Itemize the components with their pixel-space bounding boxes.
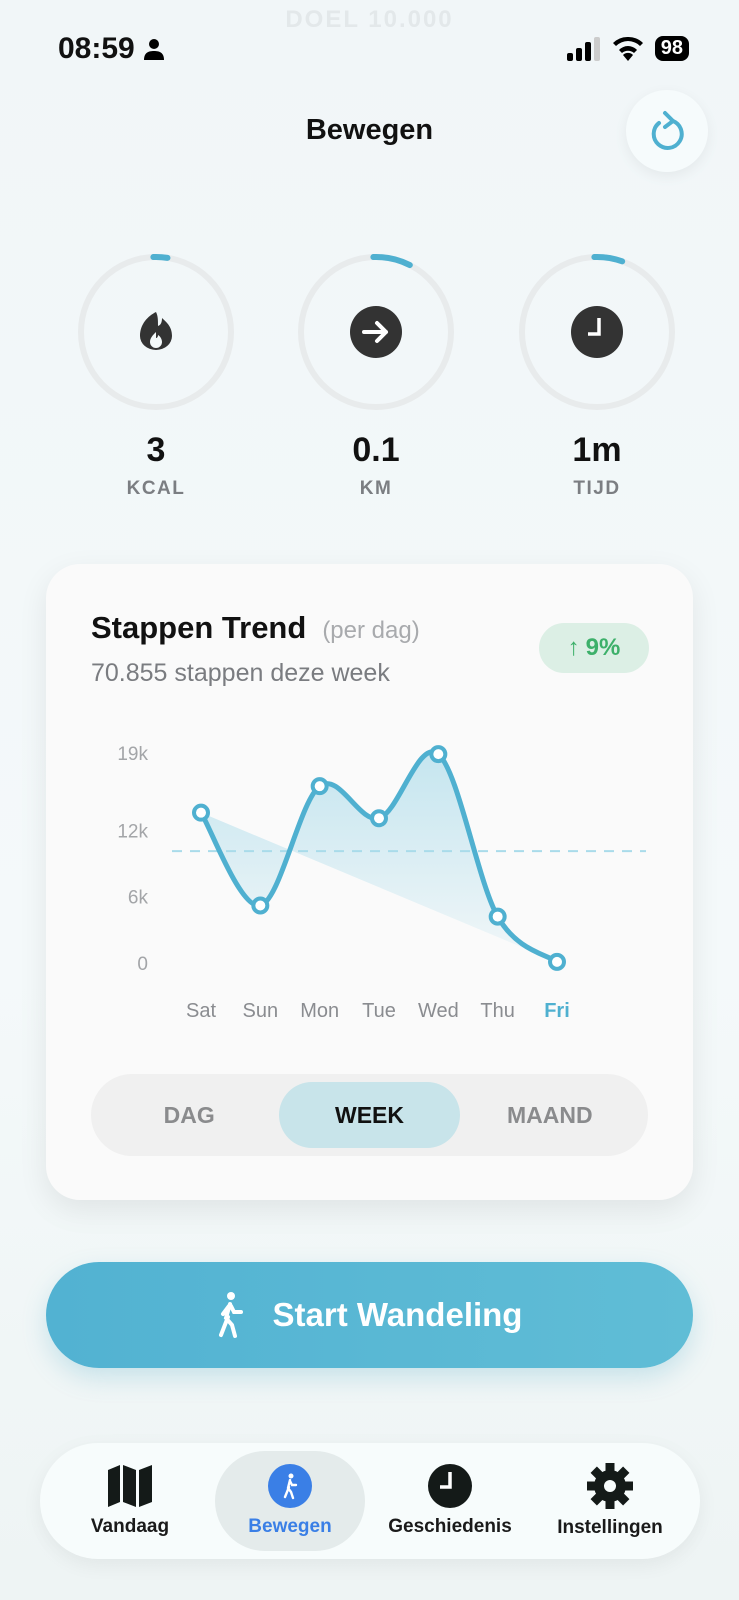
y-tick-label: 6k (128, 888, 149, 909)
tab-vandaag[interactable]: Vandaag (55, 1451, 205, 1551)
stat-tijd: 1m TIJD (517, 252, 677, 500)
stat-value: 0.1 (352, 431, 400, 469)
x-tick-label: Sun (243, 1000, 279, 1022)
data-point-sun (251, 896, 270, 915)
card-title: Stappen Trend (per dag) (91, 610, 420, 645)
status-time: 08:59 (58, 32, 165, 66)
flame-icon (140, 312, 172, 350)
page-title: Bewegen (305, 114, 434, 146)
map-icon (108, 1465, 152, 1507)
progress-arc (519, 254, 675, 410)
tab-bewegen[interactable]: Bewegen (215, 1451, 365, 1551)
progress-ring (519, 254, 675, 410)
x-tick-label: Fri (544, 1000, 570, 1022)
x-tick-label: Sat (186, 1000, 216, 1022)
x-tick-label: Mon (300, 1000, 339, 1022)
stat-label: KCAL (126, 478, 186, 499)
wifi-icon (612, 36, 643, 61)
refresh-icon (651, 111, 684, 150)
stat-value: 3 (146, 431, 166, 469)
background-goal-text: DOEL 10.000 (285, 6, 454, 33)
stat-label: KM (359, 478, 393, 499)
area-fill (201, 751, 557, 962)
signal-icon (566, 36, 600, 61)
weekly-steps-total: 70.855 stappen deze week (91, 659, 390, 687)
progress-ring (78, 254, 234, 410)
steps-trend-card: Stappen Trend (per dag) 70.855 stappen d… (46, 564, 693, 1200)
progress-ring (298, 254, 454, 410)
status-icons: 98 (566, 36, 689, 61)
data-point-tue (370, 809, 388, 828)
data-point-mon (310, 777, 329, 796)
progress-arc (298, 254, 454, 410)
card-title-suffix: (per dag) (322, 617, 420, 644)
segment-maand[interactable]: MAAND (507, 1101, 593, 1128)
tab-instellingen[interactable]: Instellingen (535, 1451, 685, 1551)
tab-geschiedenis[interactable]: Geschiedenis (375, 1451, 525, 1551)
y-tick-label: 19k (117, 744, 148, 765)
y-tick-label: 0 (137, 954, 148, 975)
tab-bar: Vandaag Bewegen Geschiedenis Instellinge… (40, 1443, 700, 1559)
clock-icon (571, 306, 623, 358)
data-point-thu (488, 907, 507, 926)
walking-icon (218, 1292, 243, 1338)
person-icon (143, 39, 164, 60)
arrow-up-icon: ↑ (567, 634, 580, 661)
period-segmented-control: DAG WEEK MAAND (91, 1074, 648, 1156)
steps-chart: 0 6k 12k 19k Sat Sun Mon Tue Wed Thu Fri (117, 744, 646, 1022)
data-point-fri (548, 952, 566, 971)
walking-icon (268, 1464, 312, 1508)
x-tick-label: Thu (480, 1000, 514, 1022)
segment-week[interactable]: WEEK (279, 1082, 460, 1148)
clock-icon (428, 1464, 472, 1508)
segment-dag[interactable]: DAG (163, 1101, 215, 1128)
data-point-wed (429, 745, 448, 764)
gear-icon (587, 1463, 633, 1509)
progress-arc (78, 254, 234, 410)
data-point-sat (192, 803, 210, 822)
x-tick-label: Tue (362, 1000, 396, 1022)
x-tick-label: Wed (418, 1000, 459, 1022)
stat-kcal: 3 KCAL (76, 252, 236, 500)
stat-value: 1m (572, 431, 622, 469)
stat-km: 0.1 KM (296, 252, 456, 500)
stat-label: TIJD (573, 478, 621, 499)
arrow-right-circle-icon (350, 306, 402, 358)
y-tick-label: 12k (117, 821, 148, 842)
trend-badge: ↑ 9% (539, 623, 649, 673)
start-walk-button[interactable]: Start Wandeling (46, 1262, 693, 1368)
battery-level: 98 (654, 36, 689, 61)
refresh-button[interactable] (626, 90, 708, 172)
